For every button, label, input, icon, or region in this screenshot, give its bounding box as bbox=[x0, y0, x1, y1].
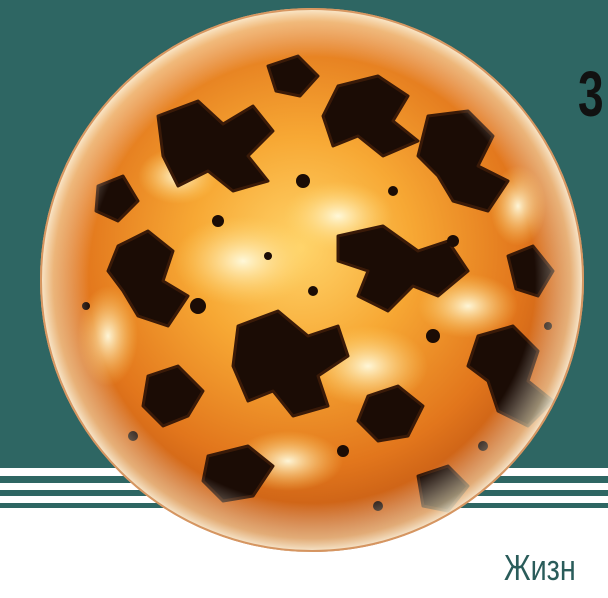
caption-text: Жизн bbox=[504, 547, 576, 588]
planet-globe-icon bbox=[40, 8, 584, 552]
planet-illustration bbox=[38, 6, 586, 554]
page-number: 3 bbox=[578, 58, 604, 130]
